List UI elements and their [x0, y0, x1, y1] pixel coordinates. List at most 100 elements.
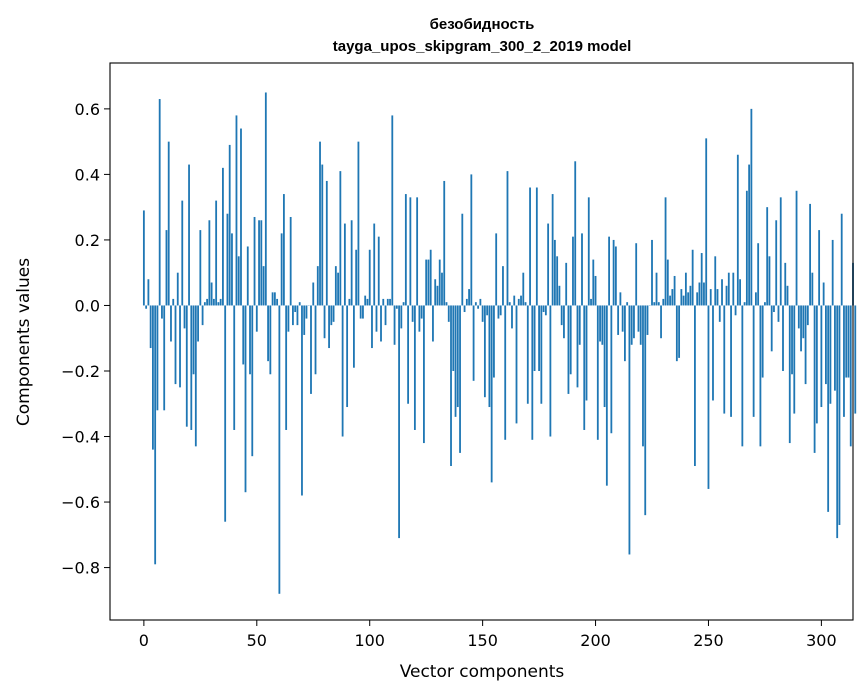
- bar: [707, 305, 710, 489]
- bar: [386, 298, 389, 306]
- bar: [646, 305, 649, 335]
- bar: [511, 305, 513, 329]
- bar: [831, 239, 834, 306]
- bar: [427, 259, 430, 306]
- bar: [452, 305, 455, 371]
- bar: [371, 305, 373, 349]
- bar: [179, 305, 181, 388]
- bar: [531, 305, 534, 440]
- bar: [418, 305, 421, 332]
- bar: [669, 295, 671, 306]
- bar: [529, 187, 531, 306]
- bar: [161, 305, 163, 319]
- bar: [542, 305, 545, 313]
- y-tick-label: −0.4: [61, 428, 100, 447]
- bar: [142, 210, 145, 306]
- bar: [212, 298, 215, 306]
- bar: [795, 190, 798, 306]
- bar: [163, 305, 166, 411]
- bar: [192, 305, 195, 375]
- bar: [553, 239, 556, 306]
- bar: [845, 305, 848, 378]
- bar: [165, 230, 168, 306]
- bar: [432, 305, 434, 342]
- bar: [700, 253, 703, 306]
- bar: [267, 305, 269, 362]
- bar: [149, 305, 152, 349]
- bar: [748, 164, 751, 306]
- bar: [273, 292, 276, 306]
- bar: [596, 305, 599, 440]
- bar: [287, 305, 290, 332]
- bar: [549, 305, 552, 437]
- bar: [730, 305, 732, 417]
- bar: [628, 305, 631, 555]
- bar: [210, 282, 213, 306]
- bar: [391, 115, 394, 306]
- bar: [633, 305, 635, 339]
- bar: [450, 305, 452, 467]
- bar: [694, 305, 696, 467]
- x-tick-label: 250: [693, 631, 724, 650]
- bar: [366, 298, 369, 306]
- bar: [251, 305, 254, 457]
- bar: [384, 305, 387, 326]
- bar: [441, 272, 443, 306]
- bar: [793, 305, 796, 414]
- bar: [590, 298, 592, 306]
- y-tick-label: −0.6: [61, 493, 100, 512]
- bar: [639, 305, 642, 345]
- bar: [398, 305, 400, 539]
- bar: [788, 305, 791, 444]
- bar: [393, 305, 396, 345]
- bar: [294, 305, 297, 313]
- bar: [350, 220, 353, 306]
- bar: [727, 272, 730, 306]
- bar: [319, 141, 321, 306]
- bar: [802, 305, 805, 339]
- bar: [804, 305, 807, 385]
- bar: [303, 305, 306, 335]
- bar: [578, 305, 581, 345]
- bar: [601, 305, 604, 345]
- bar: [447, 305, 450, 322]
- bar: [298, 302, 301, 306]
- bar: [815, 305, 818, 424]
- bar: [373, 223, 376, 306]
- bar: [323, 305, 326, 339]
- bar: [404, 194, 407, 306]
- bar: [416, 197, 419, 306]
- bar: [773, 305, 775, 313]
- y-tick-label: 0.0: [75, 296, 100, 315]
- bar: [292, 305, 294, 326]
- bar: [156, 305, 159, 411]
- bar: [581, 233, 583, 306]
- bar: [614, 246, 617, 306]
- bar: [269, 305, 272, 375]
- bar: [813, 305, 816, 453]
- chart-subtitle: tayga_upos_skipgram_300_2_2019 model: [333, 38, 632, 55]
- bar: [734, 305, 737, 316]
- bar: [316, 266, 319, 306]
- bar: [407, 305, 410, 404]
- bar: [662, 298, 665, 306]
- x-tick-label: 150: [467, 631, 498, 650]
- bar: [375, 305, 378, 332]
- bar: [380, 305, 382, 342]
- plot-frame: [109, 62, 854, 621]
- bar: [675, 305, 678, 362]
- bar: [822, 282, 825, 306]
- bar: [782, 305, 784, 371]
- bar: [197, 305, 199, 342]
- bar: [759, 305, 762, 447]
- bar: [409, 197, 412, 306]
- bar: [761, 305, 764, 378]
- bar: [314, 305, 317, 375]
- bar: [147, 279, 150, 306]
- bar: [739, 279, 741, 306]
- bar: [235, 115, 238, 306]
- bar: [364, 295, 367, 306]
- bar: [176, 272, 179, 306]
- bar: [330, 305, 333, 326]
- bar: [608, 236, 610, 306]
